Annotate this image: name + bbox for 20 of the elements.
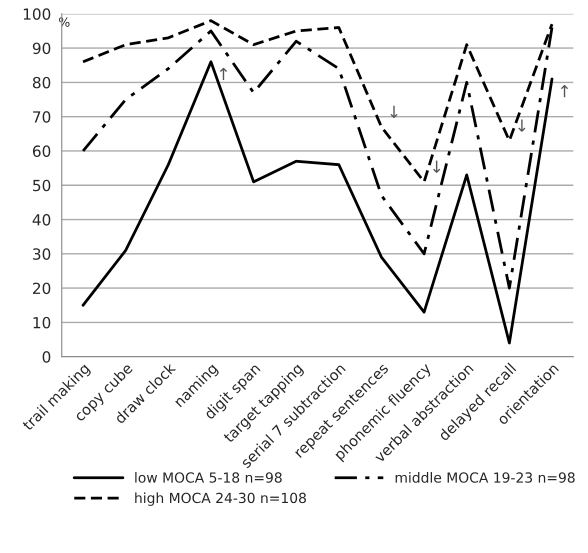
legend-label: high MOCA 24-30 n=108 <box>135 492 306 506</box>
y-tick-label: 100 <box>24 8 50 20</box>
annotation: ↑ <box>220 68 228 80</box>
y-tick-label: 90 <box>32 42 50 54</box>
y-tick-label: 50 <box>33 180 50 192</box>
y-tick-label: 70 <box>33 111 50 123</box>
y-axis-title: % <box>59 17 70 27</box>
annotation: ↓ <box>518 120 526 132</box>
annotation: ↓ <box>390 106 398 118</box>
y-tick-label: 10 <box>34 316 50 328</box>
annotation: ↑ <box>560 84 568 98</box>
y-tick-label: 60 <box>32 145 50 157</box>
y-tick-label: 30 <box>33 248 50 260</box>
y-tick-label: 0 <box>42 351 50 363</box>
y-tick-label: 20 <box>33 282 50 294</box>
legend-label: middle MOCA 19-23 n=98 <box>396 472 575 483</box>
annotation: ↓ <box>433 160 440 173</box>
y-tick-label: 80 <box>32 76 50 88</box>
y-tick-label: 40 <box>32 214 50 226</box>
legend-label: low MOCA 5-18 n=98 <box>135 472 282 483</box>
